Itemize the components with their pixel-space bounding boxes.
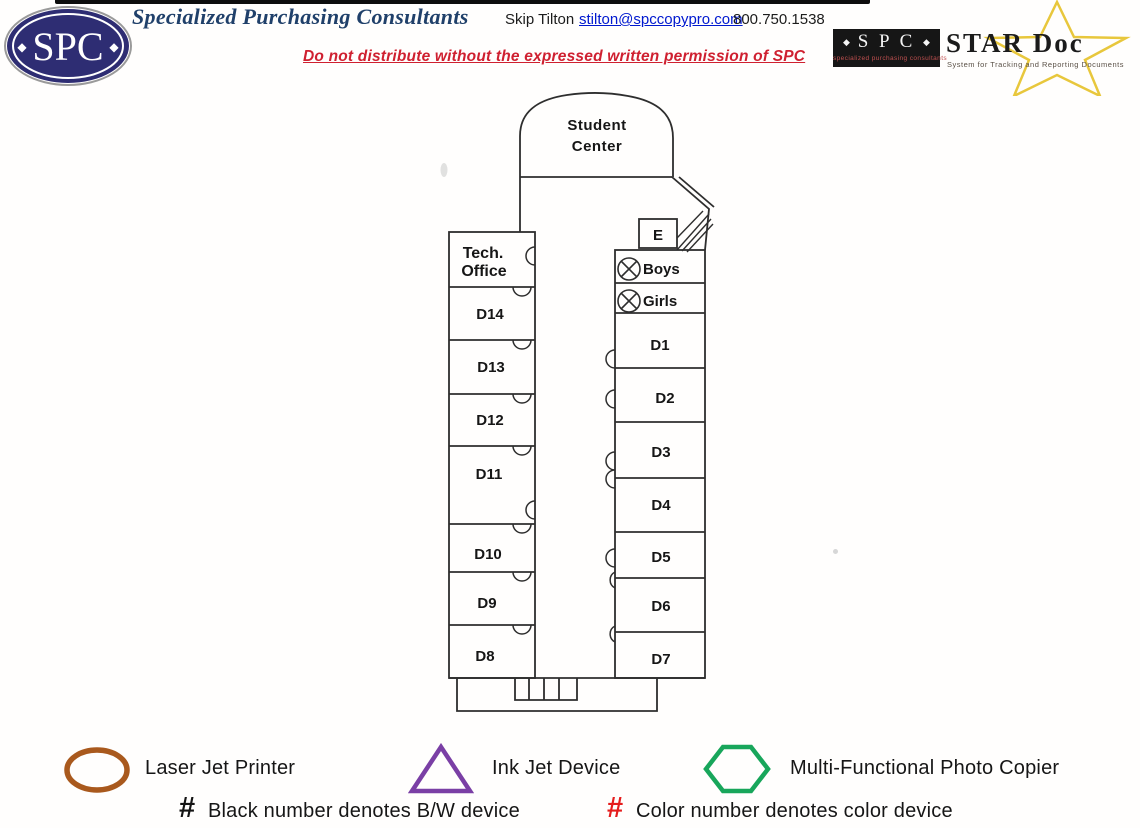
label-student-center-1: Student xyxy=(567,117,626,134)
stardoc-spc-letters: S P C xyxy=(857,31,916,52)
stardoc-diamond-left: ◆ xyxy=(843,37,850,47)
room-label: D12 xyxy=(476,412,504,429)
stair-hatch xyxy=(676,210,714,253)
door-arc xyxy=(512,624,532,635)
ink-jet-triangle-icon xyxy=(408,743,474,794)
room-label: D8 xyxy=(475,648,494,665)
restroom-icon xyxy=(617,257,641,281)
company-title: Specialized Purchasing Consultants xyxy=(132,4,469,29)
scan-speckle xyxy=(833,549,838,554)
stardoc-subtitle: System for Tracking and Reporting Docume… xyxy=(947,60,1124,69)
contact-email-link[interactable]: stilton@spccopypro.com xyxy=(579,11,743,28)
label-tech-office-1: Tech. xyxy=(463,245,504,262)
door-arc xyxy=(512,523,532,534)
star-polygon xyxy=(983,0,1131,96)
logo-text: SPC xyxy=(32,24,103,69)
door-arc xyxy=(512,571,532,582)
room-label: D1 xyxy=(650,337,669,354)
legend-triangle xyxy=(408,743,474,794)
door-arc xyxy=(525,246,536,266)
scan-speckle xyxy=(440,163,448,177)
stardoc-logo: ◆ S P C ◆ specialized purchasing consult… xyxy=(830,0,1140,96)
room-label: D4 xyxy=(651,497,671,514)
entrance-apron xyxy=(456,678,658,712)
door-arc xyxy=(605,389,616,409)
door-arc xyxy=(512,393,532,404)
door-arc xyxy=(605,469,616,489)
room-label: D11 xyxy=(476,466,503,483)
door-arcs xyxy=(512,246,616,643)
room-label: D10 xyxy=(474,546,502,563)
label-student-center-2: Center xyxy=(572,138,623,155)
door-arc xyxy=(605,451,616,471)
spc-logo: ◆ SPC ◆ xyxy=(4,6,132,86)
student-center-dome xyxy=(519,91,674,177)
room-elevator xyxy=(638,218,678,249)
legend-note-bw: Black number denotes B/W device xyxy=(208,800,520,822)
door-arc xyxy=(512,286,532,297)
contact-name: Skip Tilton xyxy=(505,11,575,28)
logo-oval xyxy=(7,9,129,83)
legend-hexagon xyxy=(703,744,771,794)
room-label: D13 xyxy=(477,359,505,376)
logo-inner-ring xyxy=(12,13,124,79)
label-boys: Boys xyxy=(643,261,680,278)
dome-right-diagonal xyxy=(671,176,710,251)
stardoc-spc-box: ◆ S P C ◆ specialized purchasing consult… xyxy=(833,29,948,67)
room-label: D14 xyxy=(476,306,504,323)
room-label: D3 xyxy=(651,444,670,461)
label-elevator: E xyxy=(653,227,663,244)
room-label: D6 xyxy=(651,598,670,615)
scan-artifact-bar xyxy=(55,0,870,4)
stardoc-spc-subtext: specialized purchasing consultants xyxy=(833,55,948,62)
door-arc xyxy=(512,445,532,456)
label-tech-office-2: Office xyxy=(461,263,506,280)
label-girls: Girls xyxy=(643,293,677,310)
contact-phone: 800.750.1538 xyxy=(733,11,825,28)
restroom-symbols xyxy=(617,257,641,313)
door-arc xyxy=(605,548,616,568)
floor-plan: Student Center Tech. Office E Boys Girls… xyxy=(440,91,715,712)
restroom-icon xyxy=(617,289,641,313)
legend-label-inkjet: Ink Jet Device xyxy=(492,757,621,779)
legend-label-copier: Multi-Functional Photo Copier xyxy=(790,757,1060,779)
entrance-stairs xyxy=(514,678,578,701)
stardoc-title: STAR Doc xyxy=(946,28,1084,58)
logo-diamond-right: ◆ xyxy=(109,40,119,54)
stardoc-diamond-right: ◆ xyxy=(923,37,930,47)
room-label: D9 xyxy=(477,595,496,612)
star-outline-icon xyxy=(983,0,1131,96)
legend-note-color: Color number denotes color device xyxy=(636,800,953,822)
distribution-warning: Do not distribute without the expressed … xyxy=(303,48,806,65)
red-hash-icon: # xyxy=(607,792,623,824)
door-arc xyxy=(609,571,616,589)
floorplan-labels: Student Center Tech. Office E Boys Girls… xyxy=(461,117,679,668)
door-arc xyxy=(609,625,616,643)
door-arc xyxy=(525,500,536,520)
photo-copier-hexagon-icon xyxy=(703,744,771,794)
hash-symbol: # xyxy=(179,792,195,824)
logo-diamond-left: ◆ xyxy=(17,40,27,54)
hash-symbol: # xyxy=(607,792,623,824)
door-arc xyxy=(605,349,616,369)
room-label: D7 xyxy=(651,651,670,668)
floorplan-walls xyxy=(448,91,715,712)
legend-label-laserjet: Laser Jet Printer xyxy=(145,757,296,779)
laser-jet-ellipse-icon xyxy=(64,747,130,793)
logo-outer-ring xyxy=(4,6,132,86)
stair-diagonal-2 xyxy=(678,176,715,208)
black-hash-icon: # xyxy=(179,792,195,824)
legend-ellipse xyxy=(64,747,130,793)
door-arc xyxy=(512,339,532,350)
stardoc-spc-text: ◆ S P C ◆ xyxy=(833,29,940,55)
room-label: D2 xyxy=(655,390,674,407)
room-label: D5 xyxy=(651,549,670,566)
